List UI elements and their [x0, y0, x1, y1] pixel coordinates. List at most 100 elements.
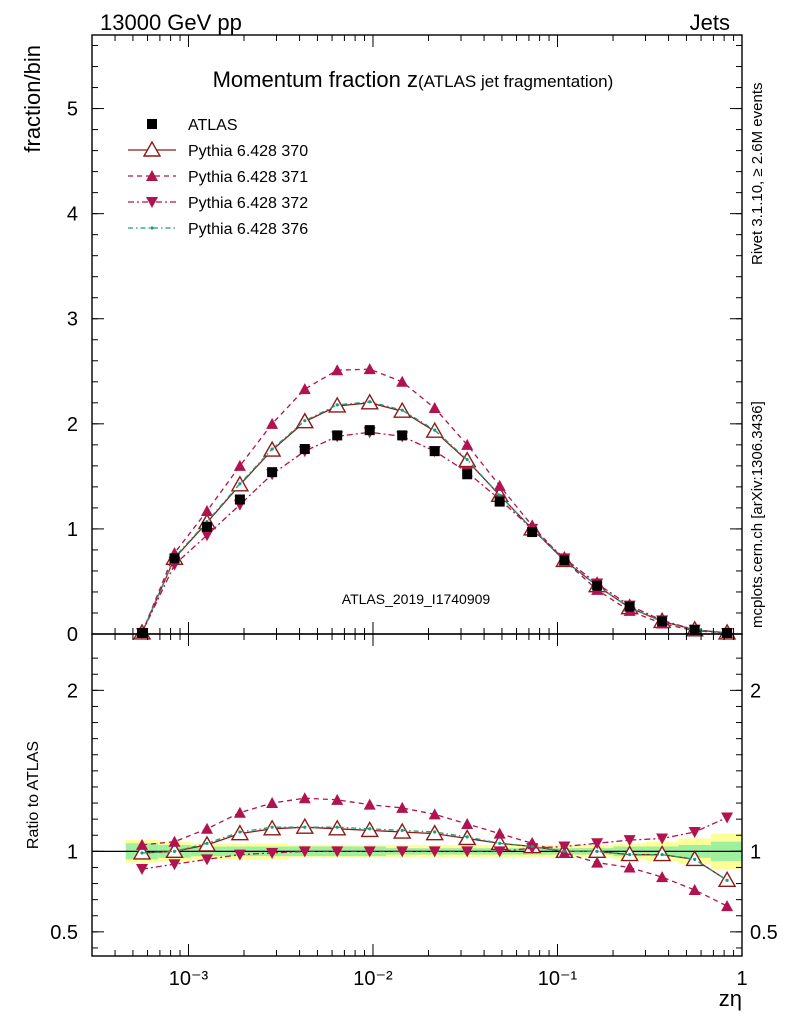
main-series-2-point	[331, 364, 344, 376]
ratio-series-3-point	[266, 847, 279, 859]
main-series-2-point	[363, 363, 376, 375]
ratio-series-4-point	[530, 844, 534, 849]
atlas-data-point	[494, 496, 505, 507]
main-series-2-point	[493, 479, 506, 491]
ratio-series-3-point	[558, 841, 571, 853]
rivet-label: Rivet 3.1.10, ≥ 2.6M events	[749, 83, 766, 266]
ratio-series-3-point	[363, 846, 376, 858]
main-series-2-point	[200, 505, 213, 517]
y-tick-label: 4	[67, 204, 78, 226]
header-right: Jets	[690, 10, 730, 35]
x-axis-label: zη	[719, 986, 742, 1011]
atlas-data-point	[462, 469, 473, 480]
ratio-series-3-point	[168, 859, 181, 871]
main-series-4-point	[400, 408, 404, 412]
x-tick-label: 10⁻¹	[538, 968, 578, 990]
main-series-4-point	[335, 403, 339, 407]
ratio-series-2-point	[623, 861, 636, 873]
ratio-series-4-point	[368, 827, 372, 831]
atlas-data-point	[137, 627, 148, 638]
ratio-series-4-point	[205, 841, 209, 845]
main-series-4-point	[465, 457, 469, 462]
ratio-series-2-point	[266, 797, 279, 809]
main-series-2-point	[298, 383, 311, 395]
plot-title-suffix: (ATLAS jet fragmentation)	[418, 72, 613, 91]
ratio-series-4-point	[660, 852, 664, 857]
ratio-series-3-point	[493, 846, 506, 858]
bottom-panel-frame	[91, 633, 743, 957]
mcplots-label: mcplots.cern.ch [arXiv:1306.3436]	[749, 401, 766, 628]
atlas-data-point	[332, 430, 343, 441]
ratio-series-2-point	[331, 793, 344, 805]
ratio-series-3-point	[136, 864, 149, 876]
atlas-data-point	[689, 624, 700, 635]
legend-marker	[146, 170, 158, 181]
main-series-2-point	[233, 459, 246, 471]
ratio-series-4-point	[303, 825, 307, 829]
ratio-series-3-point	[591, 838, 604, 850]
ratio-series-2-point	[233, 806, 246, 818]
ratio-series-4-point	[270, 825, 274, 829]
ratio-series-3-point	[331, 846, 344, 858]
x-tick-label: 10⁻³	[169, 968, 209, 990]
main-series-2-point	[461, 438, 474, 450]
plot-title: Momentum fraction z	[213, 67, 418, 92]
atlas-data-point	[592, 580, 603, 591]
x-tick-label: 10⁻²	[353, 968, 393, 990]
ratio-series-2-point	[136, 838, 149, 850]
main-series-4-point	[433, 428, 437, 432]
ratio-series-2-point	[688, 883, 701, 895]
ratio-series-3-point	[688, 827, 701, 839]
legend-marker	[147, 119, 157, 129]
ratio-series-4-point	[628, 852, 632, 857]
y-tick-label: 5	[67, 99, 78, 121]
atlas-data-point	[299, 444, 310, 455]
y-tick-label: 2	[67, 414, 78, 436]
top-ylabel: fraction/bin	[20, 45, 45, 153]
main-series-3-point	[200, 530, 213, 542]
main-series-2-point	[396, 375, 409, 387]
ratio-series-2-point	[721, 900, 734, 912]
ratio-y-tick-label-left: 0.5	[50, 922, 78, 944]
x-tick-label: 1	[736, 968, 747, 990]
bottom-ylabel: Ratio to ATLAS	[25, 741, 42, 849]
main-series-4-point	[498, 493, 502, 497]
ratio-series-3-point	[396, 846, 409, 858]
legend-label: ATLAS	[188, 117, 238, 134]
ratio-series-4-point	[595, 849, 599, 853]
atlas-data-point	[559, 555, 570, 566]
main-series-4-point	[238, 482, 242, 486]
legend: ATLAS Pythia 6.428 370 Pythia 6.428 371 Pyt…	[128, 117, 308, 238]
y-tick-label: 1	[67, 519, 78, 541]
main-series-2-point	[266, 417, 279, 429]
atlas-data-point	[624, 601, 635, 612]
ratio-y-tick-label-left: 2	[67, 680, 78, 702]
ratio-series-4-point	[562, 849, 566, 853]
ratio-series-4-point	[140, 851, 144, 855]
main-series-4-point	[368, 400, 372, 404]
analysis-watermark: ATLAS_2019_I1740909	[342, 591, 491, 607]
legend-marker	[146, 197, 158, 208]
ratio-series-3-point	[623, 835, 636, 847]
ratio-series-4-point	[433, 830, 437, 834]
ratio-series-3-point	[298, 846, 311, 858]
ratio-series-4-point	[498, 841, 502, 845]
ratio-series-2-point	[200, 822, 213, 834]
main-series-2-point	[428, 402, 441, 414]
atlas-data-point	[397, 430, 408, 441]
atlas-data-point	[201, 521, 212, 532]
ratio-series-4-point	[400, 828, 404, 833]
ratio-series-4-point	[465, 835, 469, 839]
ratio-series-2-point	[591, 856, 604, 868]
legend-label: Pythia 6.428 371	[188, 169, 308, 186]
ratio-series-4-point	[335, 825, 339, 829]
ratio-series-2-point	[461, 817, 474, 829]
ratio-series-4-point	[238, 830, 242, 834]
ratio-series-2-point	[493, 827, 506, 839]
ratio-series-2-point	[298, 792, 311, 804]
y-tick-label: 3	[67, 309, 78, 331]
ratio-series-3-point	[428, 846, 441, 858]
ratio-series-3-point	[200, 854, 213, 866]
atlas-data-point	[429, 446, 440, 457]
